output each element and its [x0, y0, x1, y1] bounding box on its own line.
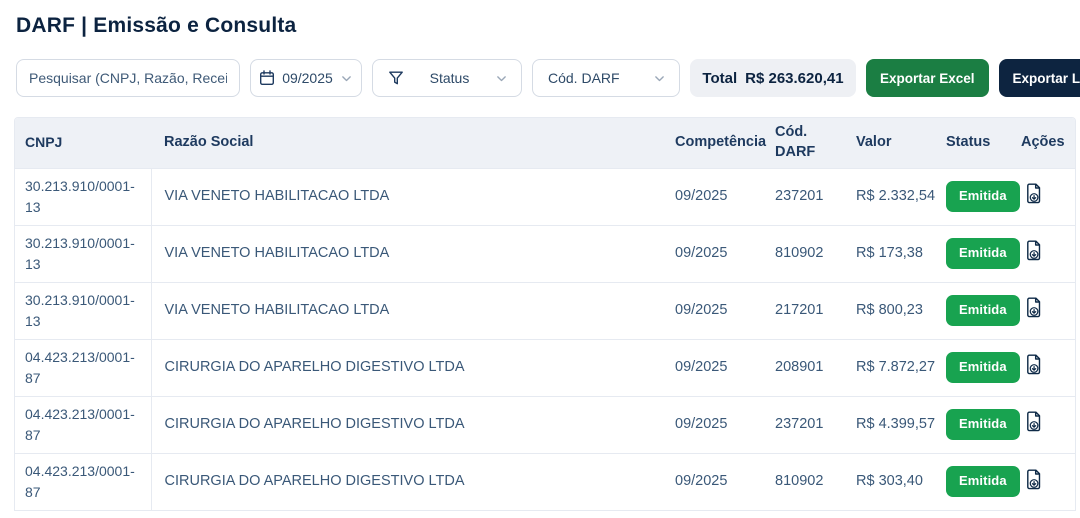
status-select[interactable]: Status [372, 59, 522, 97]
cell-razao-social: CIRURGIA DO APARELHO DIGESTIVO LTDA [151, 395, 675, 453]
cell-status: Emitida [946, 167, 1021, 225]
cell-valor: R$ 2.332,54 [856, 167, 946, 225]
chevron-down-icon [653, 72, 666, 85]
status-badge: Emitida [946, 352, 1020, 383]
total-summary: Total R$ 263.620,41 [690, 59, 856, 97]
download-darf-button[interactable] [1021, 238, 1046, 263]
download-darf-button[interactable] [1021, 467, 1046, 492]
cell-cod-darf: 810902 [775, 452, 856, 510]
cell-razao-social: VIA VENETO HABILITACAO LTDA [151, 281, 675, 339]
cell-cnpj: 04.423.213/0001-87 [15, 395, 152, 453]
cell-acoes [1021, 338, 1075, 396]
total-label: Total [702, 69, 738, 87]
table-row: 30.213.910/0001-13 VIA VENETO HABILITACA… [15, 224, 1075, 282]
cell-competencia: 09/2025 [675, 167, 775, 225]
chevron-down-icon [495, 72, 508, 85]
cell-status: Emitida [946, 281, 1021, 339]
total-value: R$ 263.620,41 [745, 69, 844, 87]
cell-razao-social: VIA VENETO HABILITACAO LTDA [151, 224, 675, 282]
cell-cod-darf: 237201 [775, 395, 856, 453]
status-badge: Emitida [946, 466, 1020, 498]
cell-razao-social: VIA VENETO HABILITACAO LTDA [151, 167, 675, 225]
cell-status: Emitida [946, 395, 1021, 453]
cell-valor: R$ 4.399,57 [856, 395, 946, 453]
file-download-icon [1024, 240, 1043, 261]
cell-acoes [1021, 452, 1075, 510]
col-header-valor: Valor [856, 118, 946, 168]
cell-valor: R$ 800,23 [856, 281, 946, 339]
cell-cnpj: 30.213.910/0001-13 [15, 224, 152, 282]
status-select-label: Status [429, 70, 470, 86]
search-input[interactable] [16, 59, 240, 97]
period-value: 09/2025 [282, 70, 333, 86]
status-badge: Emitida [946, 409, 1020, 440]
export-excel-button[interactable]: Exportar Excel [866, 59, 989, 97]
cell-cod-darf: 237201 [775, 167, 856, 225]
file-download-icon [1024, 411, 1043, 432]
table-row: 30.213.910/0001-13 VIA VENETO HABILITACA… [15, 281, 1075, 339]
cell-valor: R$ 7.872,27 [856, 338, 946, 396]
cell-status: Emitida [946, 338, 1021, 396]
cell-acoes [1021, 281, 1075, 339]
col-header-cod-darf: Cód. DARF [775, 118, 856, 168]
cell-acoes [1021, 167, 1075, 225]
cell-competencia: 09/2025 [675, 224, 775, 282]
download-darf-button[interactable] [1021, 352, 1046, 377]
calendar-icon [259, 70, 275, 86]
col-header-competencia: Competência [675, 118, 775, 168]
page-title: DARF | Emissão e Consulta [16, 14, 297, 37]
table-row: 04.423.213/0001-87 CIRURGIA DO APARELHO … [15, 338, 1075, 396]
cell-valor: R$ 173,38 [856, 224, 946, 282]
cod-darf-select[interactable]: Cód. DARF [532, 59, 680, 97]
file-download-icon [1024, 297, 1043, 318]
cell-competencia: 09/2025 [675, 395, 775, 453]
status-badge: Emitida [946, 181, 1020, 212]
file-download-icon [1024, 183, 1043, 204]
period-select[interactable]: 09/2025 [250, 59, 362, 97]
cell-acoes [1021, 395, 1075, 453]
status-badge: Emitida [946, 238, 1020, 269]
export-lote-button[interactable]: Exportar Lote [998, 59, 1080, 97]
filter-funnel-icon [388, 70, 404, 86]
col-header-status: Status [946, 118, 1021, 168]
table-header-row: CNPJ Razão Social Competência Cód. DARF … [15, 118, 1075, 168]
file-download-icon [1024, 469, 1043, 490]
status-badge: Emitida [946, 295, 1020, 326]
col-header-cnpj: CNPJ [15, 118, 151, 168]
cell-cnpj: 04.423.213/0001-87 [15, 338, 152, 396]
cell-competencia: 09/2025 [675, 281, 775, 339]
table-body: 30.213.910/0001-13 VIA VENETO HABILITACA… [15, 167, 1075, 510]
darf-table: CNPJ Razão Social Competência Cód. DARF … [14, 117, 1076, 511]
cell-cod-darf: 208901 [775, 338, 856, 396]
cell-status: Emitida [946, 224, 1021, 282]
cell-razao-social: CIRURGIA DO APARELHO DIGESTIVO LTDA [151, 452, 675, 510]
cell-competencia: 09/2025 [675, 452, 775, 510]
col-header-acoes: Ações [1021, 118, 1075, 168]
chevron-down-icon [340, 72, 353, 85]
cell-cnpj: 30.213.910/0001-13 [15, 167, 152, 225]
cell-razao-social: CIRURGIA DO APARELHO DIGESTIVO LTDA [151, 338, 675, 396]
table-row: 04.423.213/0001-87 CIRURGIA DO APARELHO … [15, 395, 1075, 453]
download-darf-button[interactable] [1021, 181, 1046, 206]
cell-cod-darf: 810902 [775, 224, 856, 282]
col-header-razao-social: Razão Social [151, 118, 675, 168]
download-darf-button[interactable] [1021, 409, 1046, 434]
table-row: 30.213.910/0001-13 VIA VENETO HABILITACA… [15, 167, 1075, 225]
toolbar: 09/2025 Status Cód. DARF Total [16, 59, 1080, 97]
cell-cnpj: 30.213.910/0001-13 [15, 281, 152, 339]
cell-cod-darf: 217201 [775, 281, 856, 339]
download-darf-button[interactable] [1021, 295, 1046, 320]
cell-valor: R$ 303,40 [856, 452, 946, 510]
file-download-icon [1024, 354, 1043, 375]
cell-cnpj: 04.423.213/0001-87 [15, 452, 152, 510]
table-row: 04.423.213/0001-87 CIRURGIA DO APARELHO … [15, 452, 1075, 510]
cell-competencia: 09/2025 [675, 338, 775, 396]
cell-acoes [1021, 224, 1075, 282]
cod-darf-select-label: Cód. DARF [548, 70, 620, 86]
cell-status: Emitida [946, 452, 1021, 510]
